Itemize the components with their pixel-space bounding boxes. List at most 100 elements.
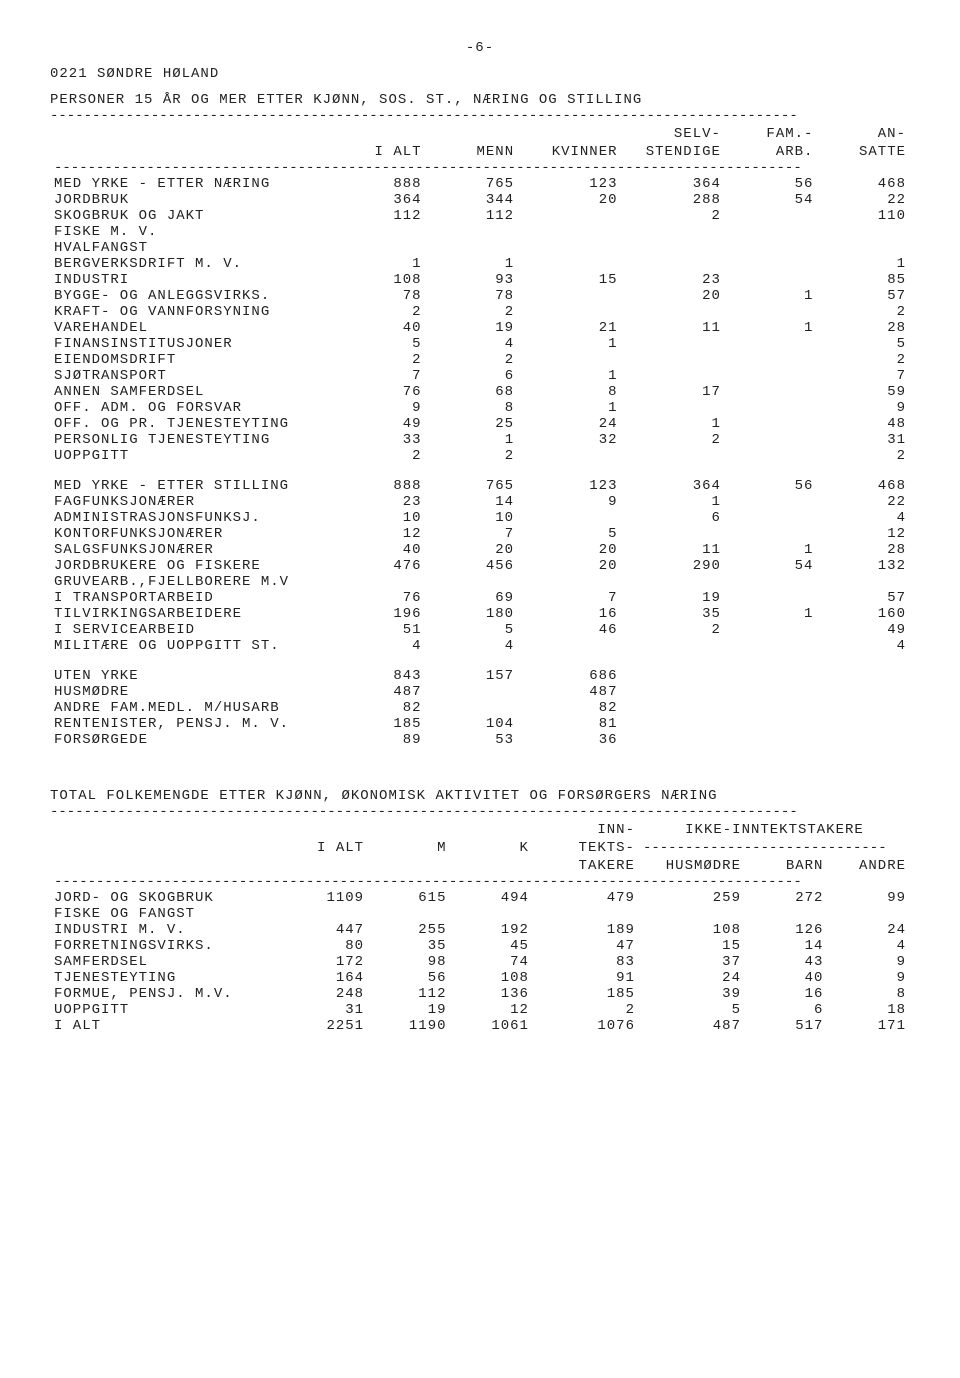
cell: 192 bbox=[451, 922, 533, 938]
table-row: FISKE M. V. bbox=[50, 224, 910, 240]
cell bbox=[622, 448, 725, 464]
cell: 39 bbox=[639, 986, 745, 1002]
cell: 49 bbox=[333, 416, 426, 432]
cell: 132 bbox=[817, 558, 910, 574]
cell bbox=[518, 304, 621, 320]
cell bbox=[333, 224, 426, 240]
cell: 54 bbox=[725, 192, 818, 208]
cell: 1 bbox=[725, 320, 818, 336]
cell bbox=[725, 638, 818, 654]
row-label: FORSØRGEDE bbox=[50, 732, 333, 748]
cell: 1190 bbox=[368, 1018, 450, 1034]
row-label: INDUSTRI M. V. bbox=[50, 922, 286, 938]
cell bbox=[725, 416, 818, 432]
cell bbox=[622, 732, 725, 748]
table-row: FORMUE, PENSJ. M.V.24811213618539168 bbox=[50, 986, 910, 1002]
cell bbox=[622, 304, 725, 320]
cell bbox=[725, 716, 818, 732]
table-row: FAGFUNKSJONÆRER23149122 bbox=[50, 494, 910, 510]
table-row: FISKE OG FANGST bbox=[50, 906, 910, 922]
cell: 171 bbox=[827, 1018, 910, 1034]
col-header: SELV- bbox=[622, 124, 725, 142]
cell: 91 bbox=[533, 970, 639, 986]
row-label: FORRETNINGSVIRKS. bbox=[50, 938, 286, 954]
row-label: SKOGBRUK OG JAKT bbox=[50, 208, 333, 224]
cell: 4 bbox=[426, 336, 519, 352]
cell bbox=[426, 240, 519, 256]
cell: 22 bbox=[817, 494, 910, 510]
cell bbox=[725, 224, 818, 240]
row-label: ANDRE FAM.MEDL. M/HUSARB bbox=[50, 700, 333, 716]
cell: 28 bbox=[817, 542, 910, 558]
cell bbox=[817, 700, 910, 716]
cell: 35 bbox=[622, 606, 725, 622]
cell: 24 bbox=[827, 922, 910, 938]
cell bbox=[725, 590, 818, 606]
row-label: KRAFT- OG VANNFORSYNING bbox=[50, 304, 333, 320]
cell: 1 bbox=[518, 400, 621, 416]
cell: 14 bbox=[745, 938, 827, 954]
table1-title: PERSONER 15 ÅR OG MER ETTER KJØNN, SOS. … bbox=[50, 92, 910, 108]
table-row: ANNEN SAMFERDSEL766881759 bbox=[50, 384, 910, 400]
row-label: JORDBRUKERE OG FISKERE bbox=[50, 558, 333, 574]
table-row: PERSONLIG TJENESTEYTING33132231 bbox=[50, 432, 910, 448]
cell: 272 bbox=[745, 890, 827, 906]
cell bbox=[725, 256, 818, 272]
table-row: MED YRKE - ETTER NÆRING88876512336456468 bbox=[50, 176, 910, 192]
cell: 7 bbox=[333, 368, 426, 384]
table-row: FINANSINSTITUSJONER5415 bbox=[50, 336, 910, 352]
cell: 123 bbox=[518, 176, 621, 192]
cell bbox=[817, 668, 910, 684]
cell: 33 bbox=[333, 432, 426, 448]
cell bbox=[817, 732, 910, 748]
cell: 10 bbox=[426, 510, 519, 526]
cell: 82 bbox=[333, 700, 426, 716]
cell: 56 bbox=[725, 478, 818, 494]
cell: 16 bbox=[518, 606, 621, 622]
divider: ----------------------------------------… bbox=[50, 160, 910, 176]
cell: 59 bbox=[817, 384, 910, 400]
cell: 8 bbox=[426, 400, 519, 416]
table-row: SAMFERDSEL17298748337439 bbox=[50, 954, 910, 970]
row-label: HUSMØDRE bbox=[50, 684, 333, 700]
col-header: ANDRE bbox=[827, 856, 910, 874]
cell: 344 bbox=[426, 192, 519, 208]
cell bbox=[725, 732, 818, 748]
cell bbox=[725, 684, 818, 700]
cell: 447 bbox=[286, 922, 368, 938]
col-header: I ALT bbox=[286, 838, 368, 856]
cell bbox=[725, 432, 818, 448]
table-row: ADMINISTRASJONSFUNKSJ.101064 bbox=[50, 510, 910, 526]
cell: 43 bbox=[745, 954, 827, 970]
cell: 5 bbox=[333, 336, 426, 352]
cell: 98 bbox=[368, 954, 450, 970]
cell: 2 bbox=[426, 352, 519, 368]
cell: 765 bbox=[426, 176, 519, 192]
cell: 57 bbox=[817, 590, 910, 606]
table-row: INDUSTRI10893152385 bbox=[50, 272, 910, 288]
cell: 476 bbox=[333, 558, 426, 574]
cell bbox=[745, 906, 827, 922]
cell: 51 bbox=[333, 622, 426, 638]
cell: 108 bbox=[639, 922, 745, 938]
col-header: MENN bbox=[426, 142, 519, 160]
cell bbox=[639, 906, 745, 922]
cell bbox=[725, 336, 818, 352]
col-header: INN- bbox=[533, 820, 639, 838]
table-row: VAREHANDEL40192111128 bbox=[50, 320, 910, 336]
table-row: UTEN YRKE843157686 bbox=[50, 668, 910, 684]
row-label: PERSONLIG TJENESTEYTING bbox=[50, 432, 333, 448]
cell bbox=[518, 256, 621, 272]
cell: 9 bbox=[333, 400, 426, 416]
table1-header-row-top: SELV- FAM.- AN- bbox=[50, 124, 910, 142]
cell: 6 bbox=[426, 368, 519, 384]
cell: 164 bbox=[286, 970, 368, 986]
cell: 20 bbox=[426, 542, 519, 558]
cell bbox=[426, 700, 519, 716]
cell bbox=[426, 684, 519, 700]
cell: 76 bbox=[333, 590, 426, 606]
col-header bbox=[333, 124, 426, 142]
cell: 290 bbox=[622, 558, 725, 574]
row-label: TILVIRKINGSARBEIDERE bbox=[50, 606, 333, 622]
cell: 16 bbox=[745, 986, 827, 1002]
